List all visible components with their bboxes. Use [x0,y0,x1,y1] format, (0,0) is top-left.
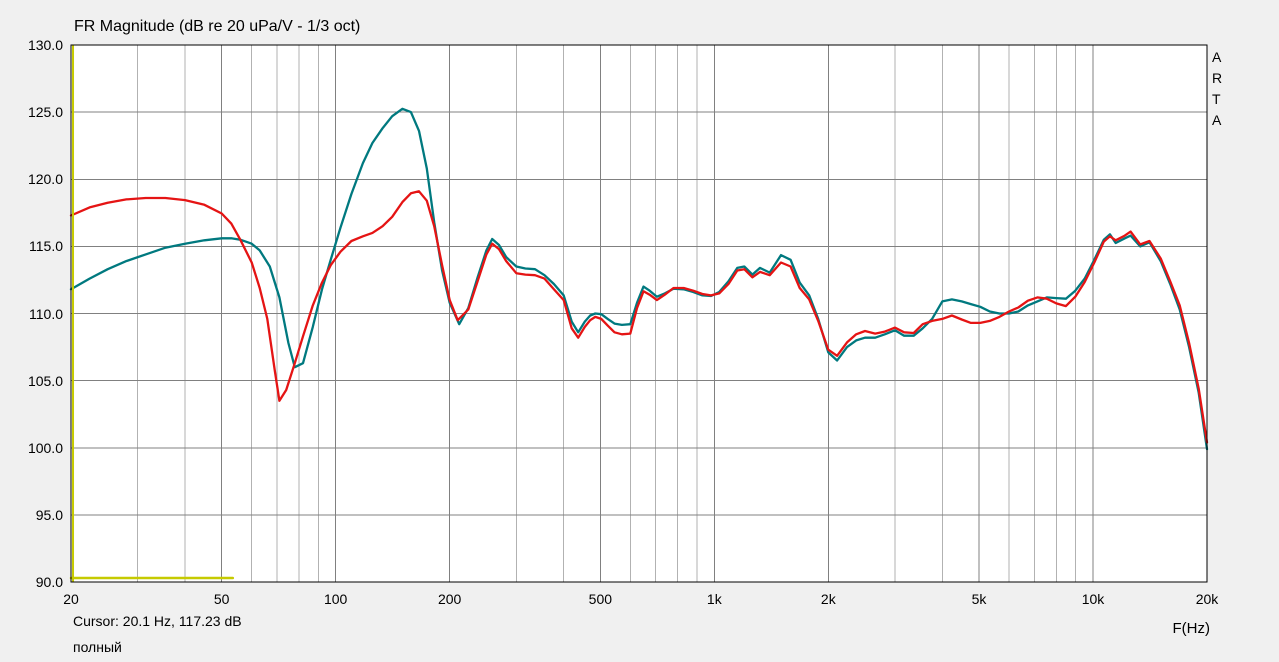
x-tick-label: 10k [1081,591,1105,607]
y-tick-label: 120.0 [27,171,63,188]
x-tick-label: 5k [971,591,987,607]
x-tick-label: 50 [213,591,230,607]
x-tick-label: 100 [323,591,348,607]
y-tick-label: 125.0 [27,104,63,121]
x-tick-label: 1k [706,591,722,607]
y-tick-label: 90.0 [35,574,63,590]
x-tick-label: 20 [63,591,79,607]
x-axis-unit-label: F(Hz) [1172,620,1211,637]
overlay-name-label: полный [73,639,122,655]
arta-watermark: ARTA [1212,49,1223,128]
y-tick-label: 115.0 [29,238,63,255]
y-tick-label: 105.0 [27,372,63,389]
chart-title: FR Magnitude (dB re 20 uPa/V - 1/3 oct) [74,18,361,35]
x-tick-label: 200 [437,591,462,607]
response-red-curve [69,190,1209,444]
y-tick-label: 110.0 [29,305,63,322]
plot-frame [70,44,1208,583]
x-tick-label: 20k [1195,591,1219,607]
x-tick-label: 500 [588,591,613,607]
y-tick-label: 130.0 [27,37,63,53]
cursor-readout: Cursor: 20.1 Hz, 117.23 dB [73,613,242,629]
y-tick-label: 100.0 [27,439,63,456]
response-teal-curve [69,107,1209,451]
y-tick-label: 95.0 [35,506,63,523]
x-tick-label: 2k [820,591,836,607]
